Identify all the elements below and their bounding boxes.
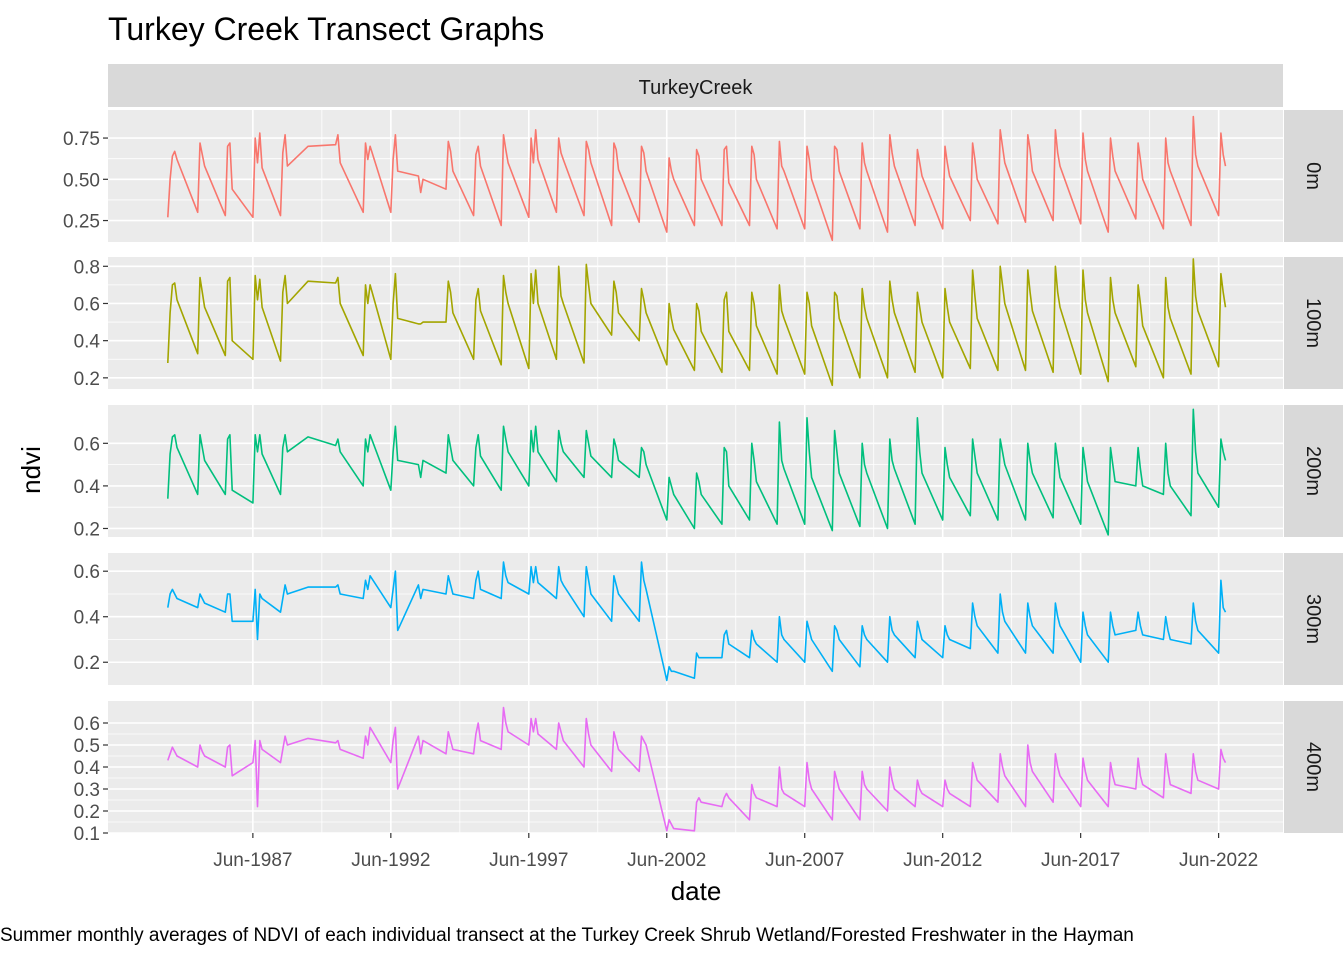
x-tick-label: Jun-1992	[351, 850, 430, 871]
facet-strip-label: 300m	[1302, 594, 1324, 644]
y-tick-label: 0.6	[74, 714, 100, 735]
facet-strip-label: 100m	[1302, 298, 1324, 348]
x-tick-label: Jun-1987	[213, 850, 292, 871]
panel-200m: 0.2 0.4 0.6 200m	[74, 405, 1343, 540]
y-tick-label: 0.6	[74, 562, 100, 583]
y-tick-label: 0.75	[63, 129, 100, 150]
y-tick-label: 0.2	[74, 802, 100, 823]
y-tick-label: 0.8	[74, 257, 100, 278]
chart-title: Turkey Creek Transect Graphs	[108, 11, 544, 47]
x-tick-label: Jun-2007	[765, 850, 844, 871]
facet-strip-right	[1284, 405, 1343, 537]
y-tick-label: 0.4	[74, 332, 101, 353]
facet-strip-label: 200m	[1302, 446, 1324, 496]
facet-strip-right	[1284, 110, 1343, 242]
facet-strip-right	[1284, 553, 1343, 685]
y-axis-title: ndvi	[16, 446, 46, 494]
y-tick-label: 0.6	[74, 294, 100, 315]
y-tick-label: 0.3	[74, 780, 100, 801]
facet-strip-top-label: TurkeyCreek	[639, 77, 754, 99]
x-tick-label: Jun-2012	[903, 850, 982, 871]
y-tick-label: 0.1	[74, 824, 100, 845]
x-tick-label: Jun-2017	[1041, 850, 1120, 871]
y-tick-label: 0.4	[74, 608, 101, 629]
series-line-0m	[167, 115, 1227, 242]
panel-400m: 0.10.20.30.40.50.6 400m	[74, 701, 1343, 845]
series-line-300m	[167, 561, 1227, 682]
series-line-400m	[167, 706, 1227, 832]
x-tick-label: Jun-2002	[627, 850, 706, 871]
y-tick-label: 0.25	[63, 212, 100, 233]
y-tick-label: 0.4	[74, 758, 101, 779]
x-tick-label: Jun-2022	[1179, 850, 1258, 871]
panel-300m: 0.2 0.4 0.6 300m	[74, 553, 1343, 685]
facet-strip-label: 400m	[1302, 742, 1324, 792]
y-tick-label: 0.4	[74, 477, 101, 498]
x-tick-label: Jun-1997	[489, 850, 568, 871]
facet-strip-label: 0m	[1302, 162, 1324, 190]
facet-strip-top-bg	[108, 64, 1283, 107]
series-line-100m	[167, 258, 1227, 387]
y-tick-label: 0.6	[74, 434, 100, 455]
x-axis-title: date	[671, 876, 722, 906]
chart-caption: Summer monthly averages of NDVI of each …	[0, 925, 1134, 946]
x-axis: Jun-1987 Jun-1992 Jun-1997 Jun-2002 Jun-2007…	[213, 833, 1258, 871]
facet-strip-top: TurkeyCreek	[108, 64, 1283, 107]
y-tick-label: 0.2	[74, 519, 100, 540]
y-tick-label: 0.50	[63, 170, 100, 191]
series-line-200m	[167, 408, 1227, 536]
y-tick-label: 0.2	[74, 653, 100, 674]
panel-0m: 0.25 0.50 0.75 0m	[63, 110, 1343, 242]
panel-100m: 0.2 0.4 0.6 0.8 100m	[74, 257, 1343, 390]
y-tick-label: 0.5	[74, 736, 100, 757]
y-tick-label: 0.2	[74, 369, 100, 390]
facet-strip-right	[1284, 701, 1343, 833]
facet-strip-right	[1284, 257, 1343, 389]
facet-panels: TurkeyCreek 0.25 0.50 0.75 0m 0.2 0.4 0.6 0.8 100…	[63, 64, 1343, 845]
